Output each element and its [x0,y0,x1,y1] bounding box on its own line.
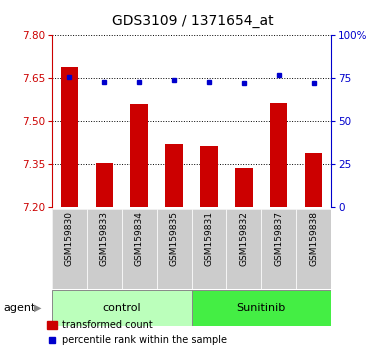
Bar [52,290,192,326]
Bar [226,209,261,289]
Bar [52,209,87,289]
Text: GSM159835: GSM159835 [169,211,179,266]
Text: control: control [102,303,141,313]
Bar [200,145,218,207]
Bar [131,104,148,207]
Bar [122,209,157,289]
Bar [305,153,322,207]
Text: GDS3109 / 1371654_at: GDS3109 / 1371654_at [112,14,273,28]
Bar [87,209,122,289]
Text: GSM159838: GSM159838 [309,211,318,266]
Bar [52,209,331,289]
Text: GSM159837: GSM159837 [274,211,283,266]
Text: GSM159833: GSM159833 [100,211,109,266]
Text: GSM159832: GSM159832 [239,211,248,266]
Text: GSM159831: GSM159831 [204,211,214,266]
Bar [166,144,183,207]
Bar [261,209,296,289]
Bar [270,103,288,207]
Bar [296,209,331,289]
Text: agent: agent [4,303,36,313]
Bar [192,290,331,326]
Bar [192,209,226,289]
Text: Sunitinib: Sunitinib [237,303,286,313]
Text: GSM159834: GSM159834 [135,211,144,266]
Text: GSM159830: GSM159830 [65,211,74,266]
Bar [157,209,192,289]
Text: ▶: ▶ [33,303,41,313]
Bar [61,67,78,207]
Bar [235,169,253,207]
Legend: transformed count, percentile rank within the sample: transformed count, percentile rank withi… [44,316,231,349]
Bar [95,163,113,207]
